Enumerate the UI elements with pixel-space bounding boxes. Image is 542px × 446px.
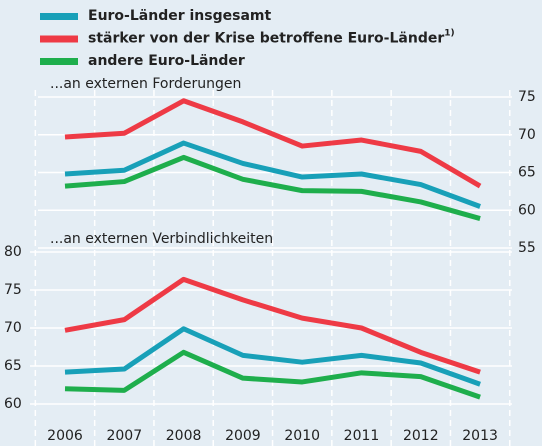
y-tick-label: 75 (518, 89, 536, 105)
footnote-mark: 1) (444, 28, 454, 38)
y-tick-label: 55 (518, 240, 536, 256)
y-tick-label: 80 (4, 244, 22, 260)
y-tick-label: 75 (4, 282, 22, 298)
series-line (64, 349, 481, 400)
x-tick-label: 2011 (344, 428, 380, 444)
legend-swatch (40, 58, 78, 65)
y-tick-label: 65 (4, 358, 22, 374)
legend-swatch (40, 35, 78, 43)
y-tick-label: 70 (518, 127, 536, 143)
x-tick-label: 2012 (403, 428, 439, 444)
x-tick-label: 2009 (225, 428, 261, 444)
y-tick-label: 60 (4, 396, 22, 412)
panel-title: ...an externen Forderungen (50, 76, 241, 92)
series-line (64, 276, 481, 375)
x-tick-label: 2008 (166, 428, 202, 444)
x-tick-label: 2007 (106, 428, 142, 444)
y-tick-label: 60 (518, 202, 536, 218)
legend-swatch (40, 13, 78, 20)
legend-text: stärker von der Krise betroffene Euro-Lä… (88, 31, 444, 47)
series-line (64, 140, 481, 209)
y-tick-label: 65 (518, 165, 536, 181)
legend-label: stärker von der Krise betroffene Euro-Lä… (88, 28, 455, 47)
series-line (64, 98, 482, 189)
x-tick-label: 2010 (284, 428, 320, 444)
legend-label: andere Euro-Länder (88, 53, 245, 69)
legend-label: Euro-Länder insgesamt (88, 8, 271, 24)
x-tick-label: 2013 (462, 428, 498, 444)
y-tick-label: 70 (4, 320, 22, 336)
series-line (64, 326, 481, 387)
series-line (64, 154, 481, 221)
legend-text: andere Euro-Länder (88, 53, 245, 69)
x-tick-label: 2006 (47, 428, 83, 444)
panel-title: ...an externen Verbindlichkeiten (50, 231, 273, 247)
legend-text: Euro-Länder insgesamt (88, 8, 271, 24)
